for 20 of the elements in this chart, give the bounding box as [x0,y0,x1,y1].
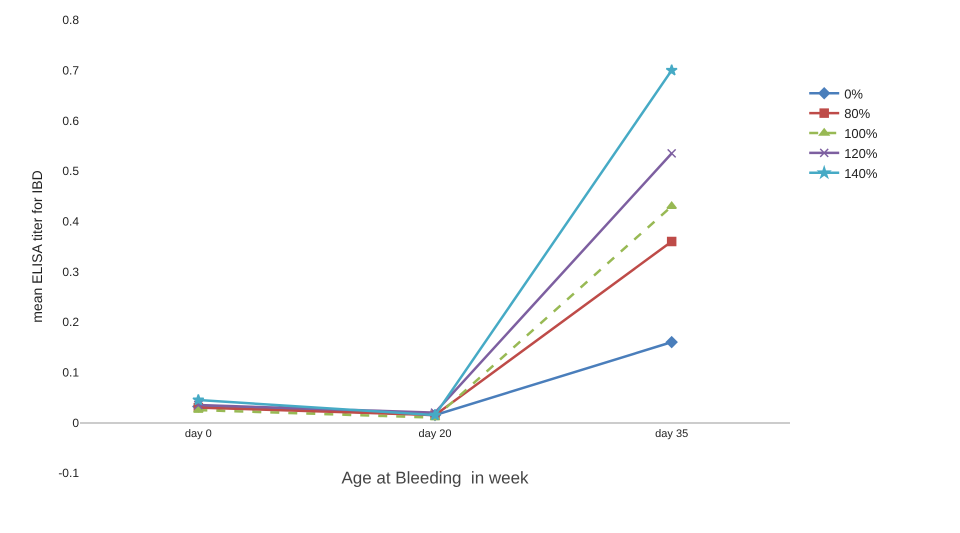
y-tick-label: 0.7 [62,64,80,78]
x-tick-label: day 20 [418,428,452,440]
y-tick-label: 0.4 [62,214,80,229]
y-tick-label: 0.5 [62,164,80,178]
legend-label: 80% [844,106,871,122]
y-tick-label: 0.1 [62,366,80,380]
legend-label: 100% [844,126,878,142]
x-axis-title: Age at Bleeding in week [341,468,530,488]
legend-label: 0% [844,86,864,102]
x-tick-label: day 35 [655,428,688,440]
y-tick-label: 0.8 [62,13,80,28]
y-tick-label: 0.3 [62,264,80,279]
y-tick-label: 0.6 [62,114,80,128]
y-axis-title: mean ELISA titer for IBD [29,170,45,323]
legend-label: 120% [844,146,878,161]
y-tick-label: 0.2 [62,315,80,330]
x-tick-label: day 0 [184,428,212,440]
y-tick-label: -0.1 [58,466,80,480]
legend-label: 140% [844,166,878,181]
y-tick-label: 0 [72,416,80,430]
